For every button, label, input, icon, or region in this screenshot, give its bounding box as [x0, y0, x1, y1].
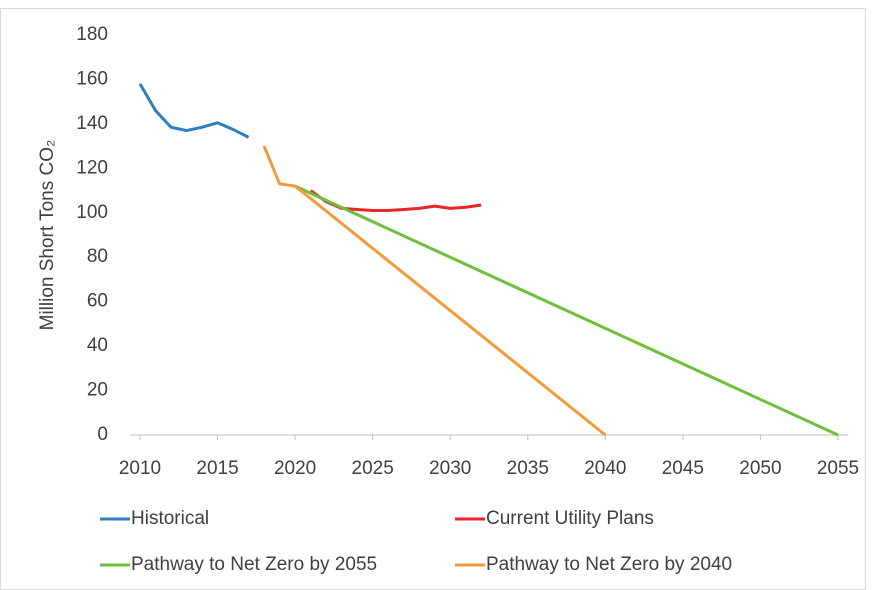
x-tick-label: 2010: [119, 458, 161, 479]
y-tick-label: 80: [87, 246, 108, 267]
y-tick-label: 120: [76, 157, 108, 178]
legend-label: Historical: [131, 508, 209, 529]
y-tick-label: 180: [76, 24, 108, 45]
series-line: [262, 145, 607, 437]
series-line: [294, 184, 839, 437]
x-tick-label: 2040: [584, 458, 626, 479]
series-line: [138, 83, 250, 139]
x-tick-label: 2015: [196, 458, 238, 479]
legend-label: Pathway to Net Zero by 2055: [131, 554, 377, 575]
x-tick-label: 2020: [274, 458, 316, 479]
y-axis-label: Million Short Tons CO₂: [37, 140, 58, 331]
x-tick-label: 2035: [507, 458, 549, 479]
legend-label: Pathway to Net Zero by 2040: [486, 554, 732, 575]
y-tick-label: 100: [76, 202, 108, 223]
y-tick-label: 20: [87, 380, 108, 401]
x-tick-label: 2055: [817, 458, 859, 479]
y-tick-label: 40: [87, 335, 108, 356]
chart-frame: [0, 8, 866, 590]
y-tick-label: 160: [76, 68, 108, 89]
x-tick-label: 2025: [352, 458, 394, 479]
y-tick-label: 60: [87, 291, 108, 312]
y-tick-label: 140: [76, 113, 108, 134]
series-line: [309, 189, 482, 213]
x-tick-label: 2030: [429, 458, 471, 479]
legend-label: Current Utility Plans: [486, 508, 654, 529]
x-tick-label: 2045: [662, 458, 704, 479]
y-tick-label: 0: [97, 424, 108, 445]
x-tick-label: 2050: [739, 458, 781, 479]
